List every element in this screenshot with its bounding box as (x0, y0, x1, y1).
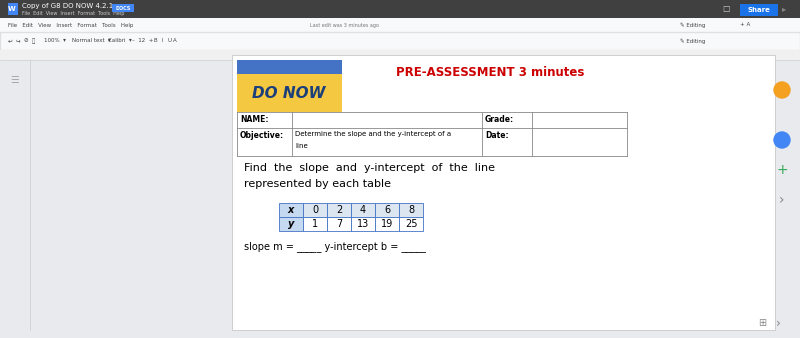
Text: ✎ Editing: ✎ Editing (680, 22, 706, 28)
Text: B: B (154, 39, 158, 44)
Text: 6: 6 (384, 205, 390, 215)
Text: +: + (776, 163, 788, 177)
Bar (327, 203, 351, 217)
Bar (279, 203, 303, 217)
Text: ›: › (775, 316, 781, 330)
Text: 8: 8 (408, 205, 414, 215)
Text: ↩: ↩ (8, 39, 13, 44)
Text: W: W (8, 6, 16, 12)
Text: + A: + A (740, 23, 750, 27)
Bar (8, 3, 18, 15)
Text: PRE-ASSESSMENT 3 minutes: PRE-ASSESSMENT 3 minutes (396, 67, 584, 79)
Bar (232, 55, 775, 330)
Circle shape (774, 132, 790, 148)
Bar (237, 112, 627, 156)
Bar (237, 60, 342, 74)
Text: 13: 13 (357, 219, 369, 229)
Bar (303, 203, 327, 217)
Text: slope m = _____ y-intercept b = _____: slope m = _____ y-intercept b = _____ (244, 242, 426, 252)
Text: Find  the  slope  and  y-intercept  of  the  line: Find the slope and y-intercept of the li… (244, 163, 495, 173)
Text: y: y (288, 219, 294, 229)
Text: 2: 2 (336, 205, 342, 215)
Circle shape (774, 82, 790, 98)
Text: Grade:: Grade: (485, 116, 514, 124)
Text: File  Edit  View  Insert  Format  Tools  Help: File Edit View Insert Format Tools Help (22, 11, 124, 17)
Text: 7: 7 (336, 219, 342, 229)
Text: File   Edit   View   Insert   Format   Tools   Help: File Edit View Insert Format Tools Help (8, 23, 134, 27)
Bar (327, 217, 351, 231)
Text: ▸: ▸ (782, 4, 786, 14)
Text: Last edit was 3 minutes ago: Last edit was 3 minutes ago (310, 23, 379, 27)
Text: Share: Share (747, 7, 770, 13)
Text: Calibri  ▾: Calibri ▾ (108, 39, 132, 44)
Bar (399, 203, 423, 217)
Bar (0, 18, 800, 32)
Text: x: x (288, 205, 294, 215)
Text: DO NOW: DO NOW (252, 86, 326, 100)
Bar (0, 32, 800, 50)
Bar (351, 217, 375, 231)
Text: 25: 25 (405, 219, 418, 229)
Text: I: I (161, 39, 162, 44)
Text: U: U (167, 39, 171, 44)
Bar (0, 50, 800, 60)
Text: 1: 1 (312, 219, 318, 229)
Text: DOCS: DOCS (115, 5, 130, 10)
Text: Date:: Date: (485, 131, 509, 141)
Text: Objective:: Objective: (240, 131, 284, 141)
Text: Normal text  ▾: Normal text ▾ (72, 39, 111, 44)
Text: ✎ Editing: ✎ Editing (680, 38, 706, 44)
Bar (399, 217, 423, 231)
Text: ☰: ☰ (10, 75, 19, 85)
Text: 100%  ▾: 100% ▾ (44, 39, 66, 44)
Text: 🖨: 🖨 (32, 38, 35, 44)
Text: –  12  +: – 12 + (132, 39, 154, 44)
Text: ⊞: ⊞ (758, 318, 766, 328)
Bar (351, 203, 375, 217)
Text: represented by each table: represented by each table (244, 179, 391, 189)
Text: NAME:: NAME: (240, 116, 269, 124)
Bar (0, 0, 800, 18)
Text: line: line (295, 143, 308, 149)
Bar (303, 217, 327, 231)
Bar (740, 4, 778, 16)
Text: 4: 4 (360, 205, 366, 215)
Text: Copy of G8 DO NOW 4.2.1: Copy of G8 DO NOW 4.2.1 (22, 3, 114, 9)
Text: ↪: ↪ (16, 39, 21, 44)
Bar (0, 60, 800, 338)
Text: 19: 19 (381, 219, 393, 229)
Bar (279, 217, 303, 231)
Bar (375, 217, 399, 231)
Bar (375, 203, 399, 217)
Bar (237, 74, 342, 112)
Text: A: A (173, 39, 177, 44)
Text: Determine the slope and the y-intercept of a: Determine the slope and the y-intercept … (295, 131, 451, 137)
Bar (112, 4, 134, 12)
Text: 0: 0 (312, 205, 318, 215)
Text: ☐: ☐ (722, 4, 730, 14)
Text: ⊘: ⊘ (24, 39, 29, 44)
Text: ›: › (779, 193, 785, 207)
